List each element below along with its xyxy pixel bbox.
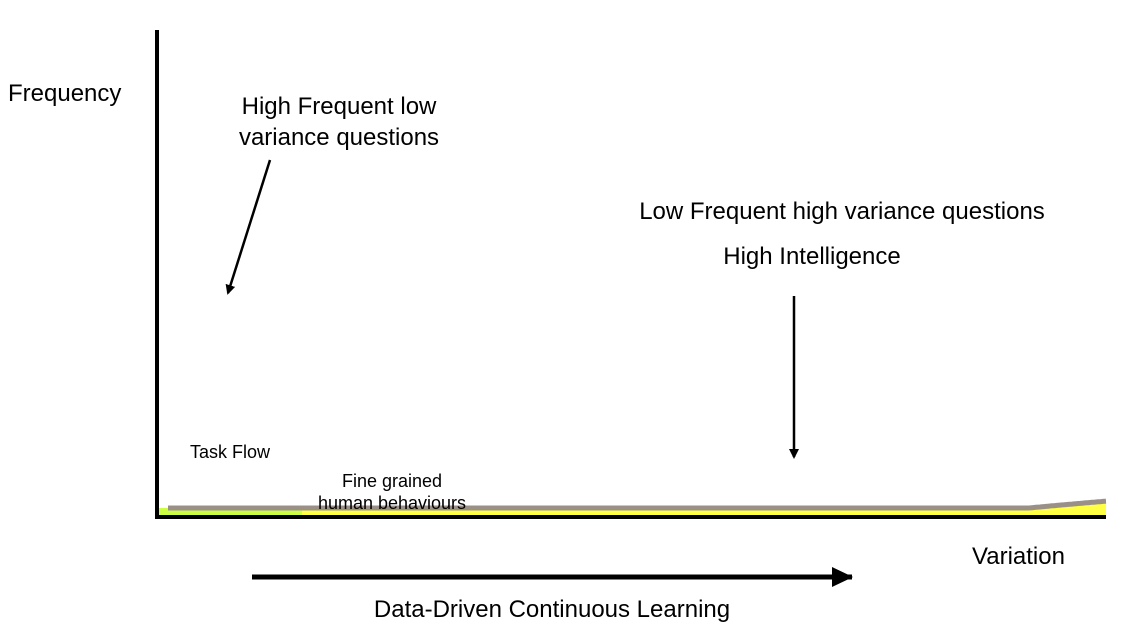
- tail-annotation-title: Low Frequent high variance questions: [639, 198, 1045, 225]
- long-tail-curve: [168, 498, 1107, 511]
- fine-grained-label-line2: human behaviours: [318, 493, 466, 513]
- tail-annotation-subtitle: High Intelligence: [723, 243, 900, 270]
- y-axis-label: Frequency: [8, 80, 121, 107]
- task-flow-label: Task Flow: [190, 442, 271, 462]
- learning-arrowhead: [832, 567, 853, 587]
- x-axis-label: Variation: [972, 543, 1065, 570]
- head-pointer-arrow: [225, 159, 272, 295]
- head-annotation-line2: variance questions: [239, 124, 439, 151]
- head-annotation-line1: High Frequent low: [242, 93, 437, 120]
- learning-arrow-label: Data-Driven Continuous Learning: [374, 596, 730, 623]
- fine-grained-label-line1: Fine grained: [342, 471, 442, 491]
